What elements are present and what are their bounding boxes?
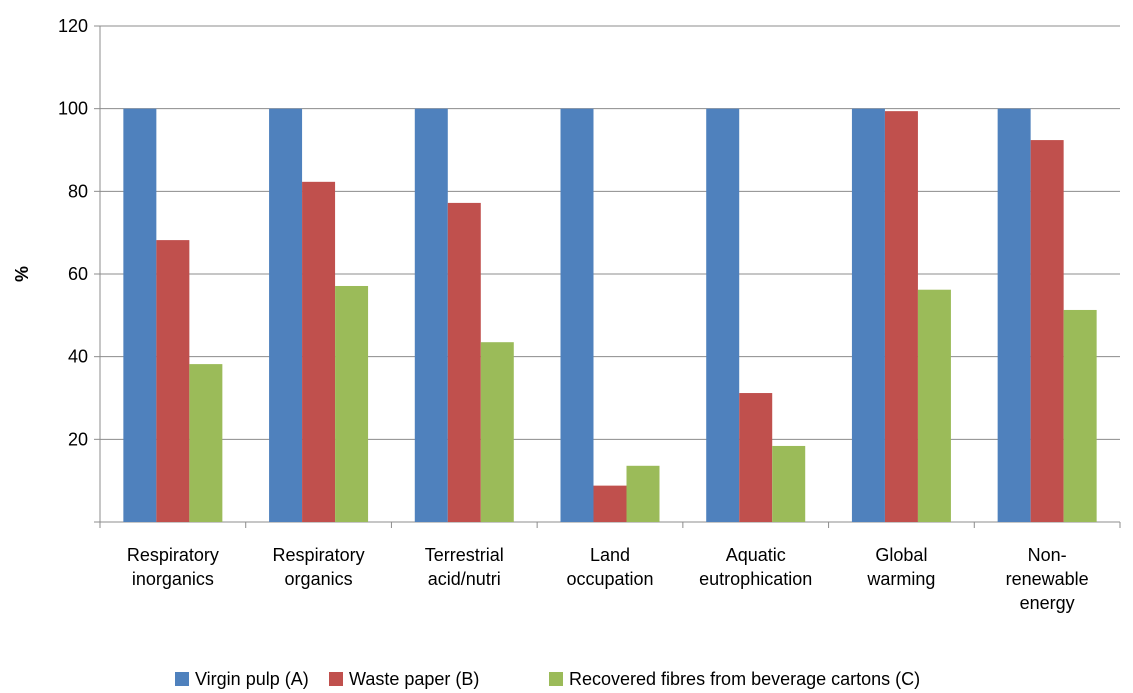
legend-swatch xyxy=(175,672,189,686)
legend: Virgin pulp (A) Waste paper (B) Recovered … xyxy=(175,669,920,689)
y-tick-labels: 20 40 60 80 100 120 xyxy=(58,16,88,449)
bar xyxy=(302,181,336,522)
y-tick-label: 20 xyxy=(68,429,88,449)
bar xyxy=(851,108,885,523)
y-tick-label: 100 xyxy=(58,99,88,119)
legend-label: Waste paper (B) xyxy=(349,669,479,689)
bar xyxy=(189,364,223,522)
legend-swatch xyxy=(549,672,563,686)
legend-swatch xyxy=(329,672,343,686)
y-tick-label: 40 xyxy=(68,347,88,367)
category-label: Aquatic eutrophication xyxy=(699,545,812,589)
category-label: Respiratory inorganics xyxy=(127,545,219,589)
category-label: Respiratory organics xyxy=(273,545,365,589)
y-tick-label: 60 xyxy=(68,264,88,284)
bar xyxy=(593,485,627,522)
legend-label: Recovered fibres from beverage cartons (… xyxy=(569,669,920,689)
bars xyxy=(123,108,1097,523)
bar xyxy=(917,289,951,522)
bar xyxy=(480,342,514,522)
bar xyxy=(414,108,448,523)
bar xyxy=(997,108,1031,523)
bar xyxy=(1030,140,1064,522)
y-tick-label: 120 xyxy=(58,16,88,36)
y-axis-label: % xyxy=(12,266,32,282)
bar xyxy=(447,202,481,522)
category-label: Non-renewable energy xyxy=(1006,545,1089,613)
bar xyxy=(335,285,369,522)
bar xyxy=(560,108,594,523)
category-label: Global warming xyxy=(866,545,935,589)
bar xyxy=(156,240,190,522)
bar xyxy=(772,445,806,522)
bar xyxy=(739,393,773,522)
bar xyxy=(269,108,303,523)
bar xyxy=(706,108,740,523)
bar xyxy=(626,465,660,522)
legend-label: Virgin pulp (A) xyxy=(195,669,309,689)
axes xyxy=(94,25,1121,528)
category-label: Terrestrial acid/nutri xyxy=(425,545,504,589)
category-label: Land occupation xyxy=(566,545,653,589)
y-tick-label: 80 xyxy=(68,181,88,201)
bar xyxy=(1063,309,1097,522)
bar xyxy=(123,108,157,523)
bar xyxy=(884,111,918,522)
category-labels: Respiratory inorganics Respiratory organics… xyxy=(127,545,1089,613)
gridlines xyxy=(100,25,1120,440)
